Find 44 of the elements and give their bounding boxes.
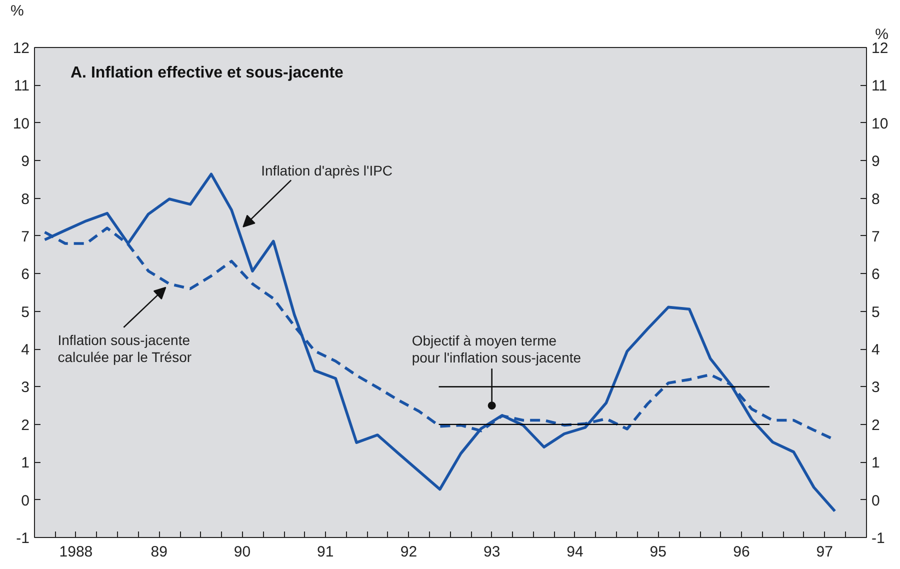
y2-tick-label: 3 [872,379,880,396]
y-tick-label: -1 [16,530,30,547]
y-tick-label: 0 [21,492,30,510]
y2-tick-label: 4 [872,342,880,359]
y2-tick-label: 8 [872,190,880,208]
y2-tick-label: 5 [872,304,880,321]
y2-tick-label: 11 [872,78,888,95]
y-tick-label: 1 [21,454,30,472]
y-tick-label: 12 [12,40,30,57]
annotation: Objectif à moyen terme pour l'inflation sous-jacente [412,332,582,366]
x-tick-label: 1988 [59,544,93,560]
y2-axis-title: % [875,26,889,43]
y-tick-label: 2 [21,416,30,434]
y-tick-label: 4 [21,342,30,359]
y-tick-label: 10 [12,115,30,132]
y-tick-label: 9 [21,153,30,170]
x-tick-label: 90 [234,544,251,560]
text: A. Inflation effective et sous-jacente [70,64,344,82]
x-tick-label: 94 [566,544,584,560]
annotation: Inflation sous-jacente calculée par le Trésor [58,332,192,366]
y-tick-label: 7 [21,228,30,246]
x-tick-label: 97 [816,544,833,560]
y2-tick-label: 2 [872,416,880,434]
y-axis-title: % [10,2,24,20]
y2-tick-label: 1 [872,454,880,472]
x-tick-label: 93 [483,544,500,560]
annotation: Inflation d'après l'IPC [261,162,393,179]
x-tick-label: 92 [400,544,418,560]
y2-tick-label: 6 [872,266,880,284]
y2-tick-label: 9 [872,153,880,170]
x-tick-label: 96 [733,544,750,560]
y2-tick-label: 10 [872,115,888,132]
y-tick-label: 8 [21,190,30,208]
y-tick-label: 6 [21,266,30,284]
y2-tick-label: -1 [872,530,885,547]
y2-tick-label: 0 [872,492,880,510]
x-tick-label: 91 [317,544,334,560]
x-tick-label: 89 [150,544,168,560]
y2-tick-label: 7 [872,228,880,246]
y-tick-label: 11 [14,78,30,95]
x-tick-label: 95 [650,544,666,560]
y2-tick-label: 12 [872,40,888,57]
y-tick-label: 5 [21,304,30,321]
y-tick-label: 3 [21,379,30,396]
